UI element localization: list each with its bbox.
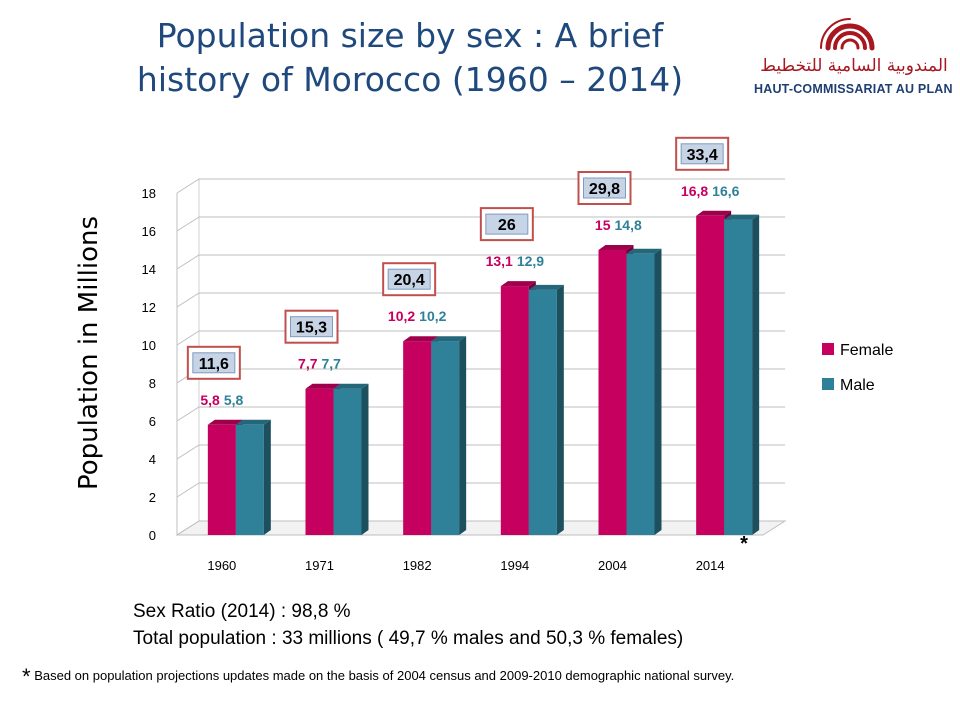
female-bar-top xyxy=(305,383,341,389)
gridline xyxy=(176,482,785,498)
male-bar-front xyxy=(626,253,655,536)
female-data-label: 5,8 xyxy=(200,392,220,408)
y-tick-label: 0 xyxy=(149,528,156,543)
male-bar-top xyxy=(626,248,662,254)
male-bar-front xyxy=(333,388,362,535)
title-line-2: history of Morocco (1960 – 2014) xyxy=(136,60,684,99)
female-bar-front xyxy=(207,424,236,535)
total-label: 20,4 xyxy=(394,272,425,289)
male-bar-top xyxy=(724,214,760,220)
male-bar-front xyxy=(724,219,753,535)
male-data-label: 5,8 xyxy=(224,392,244,408)
total-box-fill xyxy=(680,143,724,165)
y-tick-label: 4 xyxy=(149,452,156,467)
legend-label-male: Male xyxy=(840,377,875,394)
male-bar-side xyxy=(263,419,271,535)
female-data-label: 10,2 xyxy=(388,308,415,324)
female-bar-front xyxy=(403,341,432,535)
female-bar-top xyxy=(500,281,536,287)
y-axis-title: Population in Millions xyxy=(74,216,104,490)
male-bar-front xyxy=(528,289,557,535)
male-bar-side xyxy=(459,336,467,535)
x-tick-label: 1982 xyxy=(403,558,432,573)
female-bar-top xyxy=(403,336,439,342)
male-data-label: 16,6 xyxy=(712,183,739,199)
male-data-label: 7,7 xyxy=(322,356,342,372)
gridline xyxy=(176,254,785,270)
total-box-fill xyxy=(387,268,431,290)
total-label: 15,3 xyxy=(296,320,327,337)
title-line-1: Population size by sex : A brief xyxy=(156,16,664,55)
y-tick-label: 18 xyxy=(142,186,156,201)
female-data-label: 13,1 xyxy=(486,253,513,269)
total-box-fill xyxy=(485,213,529,235)
total-population-text: Total population : 33 millions ( 49,7 % … xyxy=(133,628,684,649)
legend-swatch-male xyxy=(822,378,834,390)
x-tick-label: 1960 xyxy=(207,558,236,573)
total-label: 33,4 xyxy=(687,147,718,164)
legend-label-female: Female xyxy=(840,342,893,359)
male-bar-top xyxy=(431,336,467,342)
total-label: 11,6 xyxy=(199,356,229,373)
total-label: 26 xyxy=(498,217,516,234)
female-bar-top xyxy=(207,419,243,425)
male-bar-front xyxy=(431,341,460,535)
female-bar-top xyxy=(696,210,732,216)
gridline xyxy=(176,406,785,422)
y-tick-label: 6 xyxy=(149,414,156,429)
annotation-star: * xyxy=(740,533,748,555)
female-data-label: 7,7 xyxy=(298,356,318,372)
x-tick-label: 2004 xyxy=(598,558,627,573)
male-data-label: 10,2 xyxy=(419,308,446,324)
total-label: 29,8 xyxy=(589,181,620,198)
y-tick-label: 12 xyxy=(142,300,156,315)
male-bar-side xyxy=(654,248,662,536)
gridline xyxy=(176,444,785,460)
gridline xyxy=(176,292,785,308)
gridline xyxy=(176,216,785,232)
y-tick-label: 10 xyxy=(142,338,156,353)
page-title: Population size by sex : A brief history… xyxy=(80,14,740,102)
y-tick-label: 2 xyxy=(149,490,156,505)
y-tick-label: 8 xyxy=(149,376,156,391)
male-bar-side xyxy=(556,284,564,535)
female-bar-front xyxy=(696,215,725,536)
hcp-logo-icon xyxy=(820,18,875,51)
female-data-label: 16,8 xyxy=(681,183,708,199)
total-box-fill xyxy=(583,177,626,199)
male-bar-top xyxy=(528,284,564,290)
footnote-star: * xyxy=(22,664,31,689)
x-tick-label: 1971 xyxy=(305,558,334,573)
total-box-fill xyxy=(192,352,236,374)
y-tick-label: 14 xyxy=(142,262,156,277)
male-bar-top xyxy=(235,419,271,425)
logo-organization-name: HAUT-COMMISSARIAT AU PLAN xyxy=(754,82,953,96)
gridline xyxy=(176,520,785,536)
footnote-text: Based on population projections updates … xyxy=(34,668,735,683)
x-tick-label: 2014 xyxy=(696,558,725,573)
y-tick-label: 16 xyxy=(142,224,156,239)
gridline xyxy=(176,330,785,346)
female-bar-front xyxy=(598,250,627,535)
male-bar-top xyxy=(333,383,369,389)
female-bar-front xyxy=(500,286,529,535)
logo-arabic-text: المندوبية السامية للتخطيط xyxy=(760,56,948,76)
male-data-label: 12,9 xyxy=(517,253,544,269)
male-bar-side xyxy=(752,214,760,535)
male-data-label: 14,8 xyxy=(615,217,642,233)
footnote: * Based on population projections update… xyxy=(22,664,735,694)
male-bar-side xyxy=(361,383,369,535)
female-bar-front xyxy=(305,388,334,535)
total-box-fill xyxy=(290,316,333,338)
sex-ratio-text: Sex Ratio (2014) : 98,8 % xyxy=(133,601,351,622)
legend-swatch-female xyxy=(822,343,834,355)
x-tick-label: 1994 xyxy=(500,558,529,573)
population-stats: Sex Ratio (2014) : 98,8 % Total populati… xyxy=(133,598,683,652)
female-bar-top xyxy=(598,245,634,250)
male-bar-front xyxy=(235,424,264,535)
female-data-label: 15 xyxy=(595,217,611,233)
